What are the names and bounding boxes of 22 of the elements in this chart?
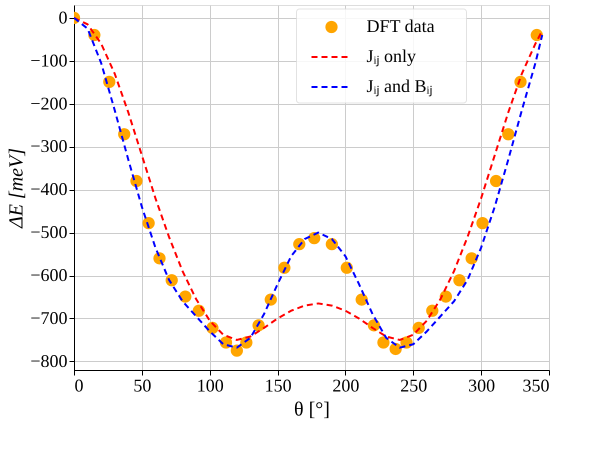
x-tick-label: 150 xyxy=(264,376,292,396)
y-tick-label: −800 xyxy=(30,350,68,371)
legend-label: DFT data xyxy=(366,16,435,36)
y-tick-label: −600 xyxy=(30,265,68,286)
y-tick-label: −200 xyxy=(30,93,68,114)
y-tick-label: −700 xyxy=(30,308,68,328)
legend-label: Jᵢⱼ and Bᵢⱼ xyxy=(366,76,432,97)
y-axis-title: ΔE [meV] xyxy=(5,148,28,230)
x-tick-label: 350 xyxy=(522,376,550,396)
y-tick-label: −500 xyxy=(30,222,68,242)
y-tick-label: 0 xyxy=(58,7,68,28)
x-tick-label: 300 xyxy=(468,376,496,396)
x-tick-label: 250 xyxy=(400,376,428,396)
x-tick-label: 200 xyxy=(332,376,360,396)
y-tick-label: −100 xyxy=(30,50,68,70)
x-tick-label: 50 xyxy=(133,376,152,396)
y-tick-label: −300 xyxy=(30,136,68,156)
legend-label: Jᵢⱼ only xyxy=(366,46,416,67)
y-tick-label: −400 xyxy=(30,179,68,200)
x-axis-title: θ [°] xyxy=(294,398,330,420)
x-tick-label: 100 xyxy=(196,376,224,396)
x-tick-label: 0 xyxy=(74,376,84,396)
